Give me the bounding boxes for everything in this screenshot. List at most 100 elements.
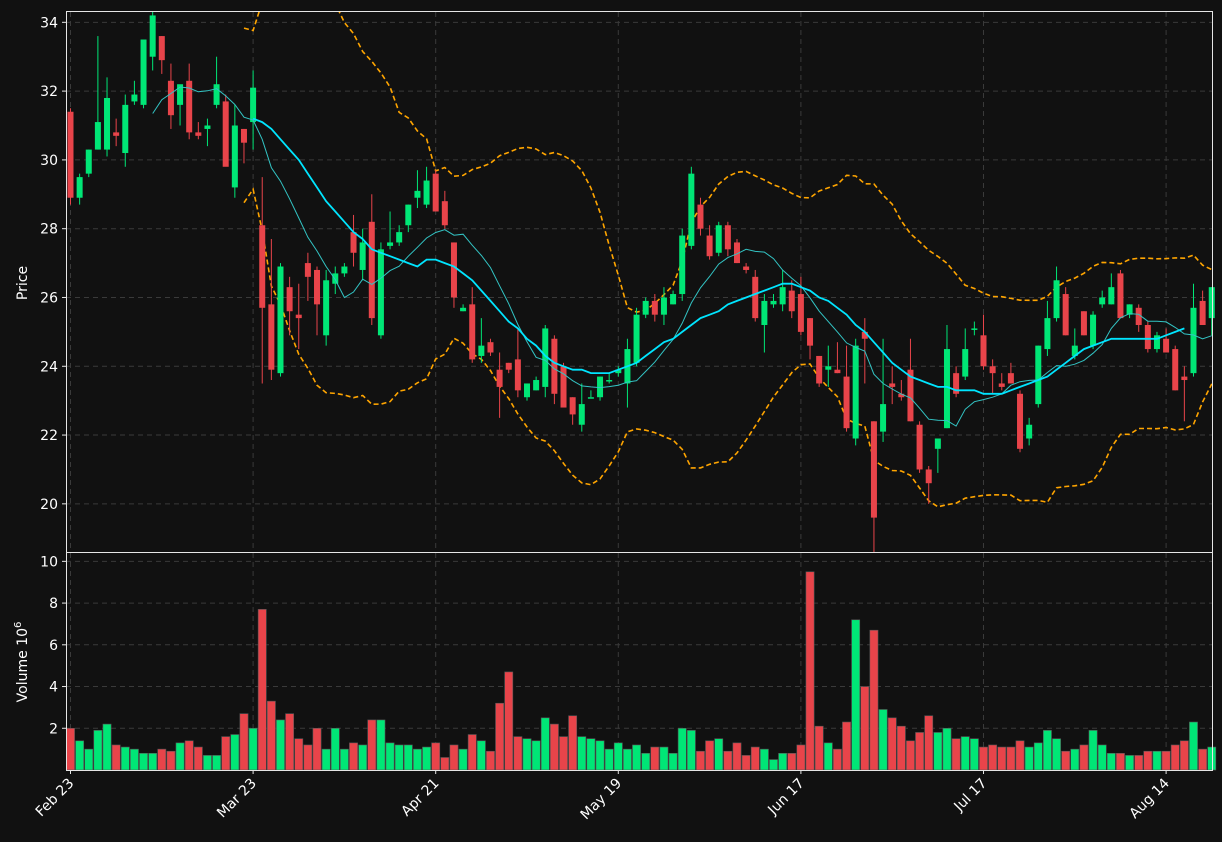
volume-bar: [1061, 750, 1071, 771]
candle-body: [743, 266, 750, 270]
volume-bar: [422, 746, 431, 771]
candle: [195, 122, 202, 140]
volume-bar: [1143, 750, 1153, 771]
volume-bar: [1070, 748, 1080, 771]
candle: [1053, 266, 1060, 322]
candle-body: [432, 173, 439, 212]
candle: [587, 390, 594, 399]
candle: [807, 318, 814, 360]
volume-bar: [139, 753, 148, 771]
candle-body: [907, 369, 914, 422]
price-y-tick-label: 34: [40, 15, 58, 31]
bollinger-bands: [243, 12, 1212, 508]
volume-y-tick-label: 8: [49, 596, 58, 612]
candle-body: [1208, 287, 1215, 319]
volume-bar: [266, 700, 276, 771]
volume-bar: [321, 748, 331, 771]
volume-panel-frame: [66, 552, 1213, 771]
candle: [971, 321, 978, 336]
candle-body: [1071, 345, 1078, 356]
price-y-tick-label: 24: [40, 359, 58, 375]
candle: [1099, 290, 1106, 308]
volume-bar: [1170, 744, 1180, 771]
candle: [460, 304, 467, 312]
volume-bar: [358, 744, 368, 771]
candle-body: [377, 249, 384, 336]
volume-bar: [915, 732, 924, 771]
candle-body: [1007, 373, 1014, 384]
candle: [469, 287, 476, 363]
candle-body: [807, 318, 814, 346]
candle: [606, 373, 613, 384]
candle-body: [551, 338, 558, 394]
candle-body: [67, 111, 74, 198]
volume-bar: [431, 742, 441, 771]
candle-body: [733, 242, 740, 264]
volume-bar: [595, 740, 605, 771]
candle-body: [697, 204, 704, 229]
candle: [1163, 328, 1170, 353]
volume-bar: [1116, 753, 1125, 771]
candle: [286, 276, 293, 336]
candle-body: [1035, 345, 1042, 405]
volume-bar: [988, 744, 998, 771]
candle: [250, 70, 257, 150]
candle-body: [1062, 294, 1069, 336]
candle: [487, 338, 494, 356]
candle: [1090, 311, 1097, 350]
candle-body: [1044, 318, 1051, 350]
candle: [414, 170, 421, 209]
candle: [1172, 345, 1179, 391]
volume-bar: [732, 742, 742, 771]
candle: [1144, 321, 1151, 353]
candle-body: [277, 266, 284, 374]
candle-body: [606, 380, 613, 382]
volume-bar: [906, 740, 915, 771]
candle: [524, 383, 530, 401]
candle: [295, 283, 302, 350]
candle: [1199, 290, 1206, 325]
price-y-tick-label: 28: [40, 222, 58, 238]
candle-body: [1181, 376, 1188, 381]
candle: [268, 239, 275, 381]
candle: [314, 266, 321, 336]
candle-body: [158, 36, 165, 61]
volume-bar: [604, 748, 614, 771]
candle: [240, 128, 247, 164]
volume-bar: [632, 744, 641, 771]
volume-bar: [513, 736, 523, 771]
candle-body: [670, 294, 677, 305]
candle-body: [651, 300, 658, 315]
candle-body: [770, 300, 777, 305]
price-y-tick-label: 26: [40, 290, 58, 306]
candle: [697, 197, 704, 236]
candle: [670, 290, 677, 305]
volume-bar: [157, 748, 167, 771]
candle-body: [1099, 297, 1106, 305]
candle-body: [533, 380, 540, 391]
candle: [907, 338, 914, 422]
volume-bar: [960, 736, 970, 771]
volume-bar: [276, 719, 285, 771]
candle: [350, 214, 357, 267]
volume-bar: [413, 748, 422, 771]
candle-body: [423, 180, 430, 205]
volume-bar: [1088, 730, 1098, 771]
volume-bar: [239, 713, 249, 771]
candle: [998, 373, 1005, 391]
volume-bar: [486, 750, 495, 771]
candle: [259, 177, 266, 384]
volume-bar: [130, 748, 139, 771]
candle-body: [1026, 424, 1033, 439]
candle: [387, 211, 394, 250]
candle-body: [679, 235, 686, 295]
candle: [277, 263, 284, 377]
volume-bar: [403, 744, 413, 771]
volume-bar: [349, 742, 358, 771]
volume-bar: [1106, 753, 1116, 771]
candle: [1044, 300, 1051, 356]
price-y-ticks: 20 22 24 26 28 30 32 34: [40, 15, 66, 513]
candle-body: [195, 132, 202, 136]
volume-bar: [111, 744, 121, 771]
candle-body: [852, 345, 859, 439]
